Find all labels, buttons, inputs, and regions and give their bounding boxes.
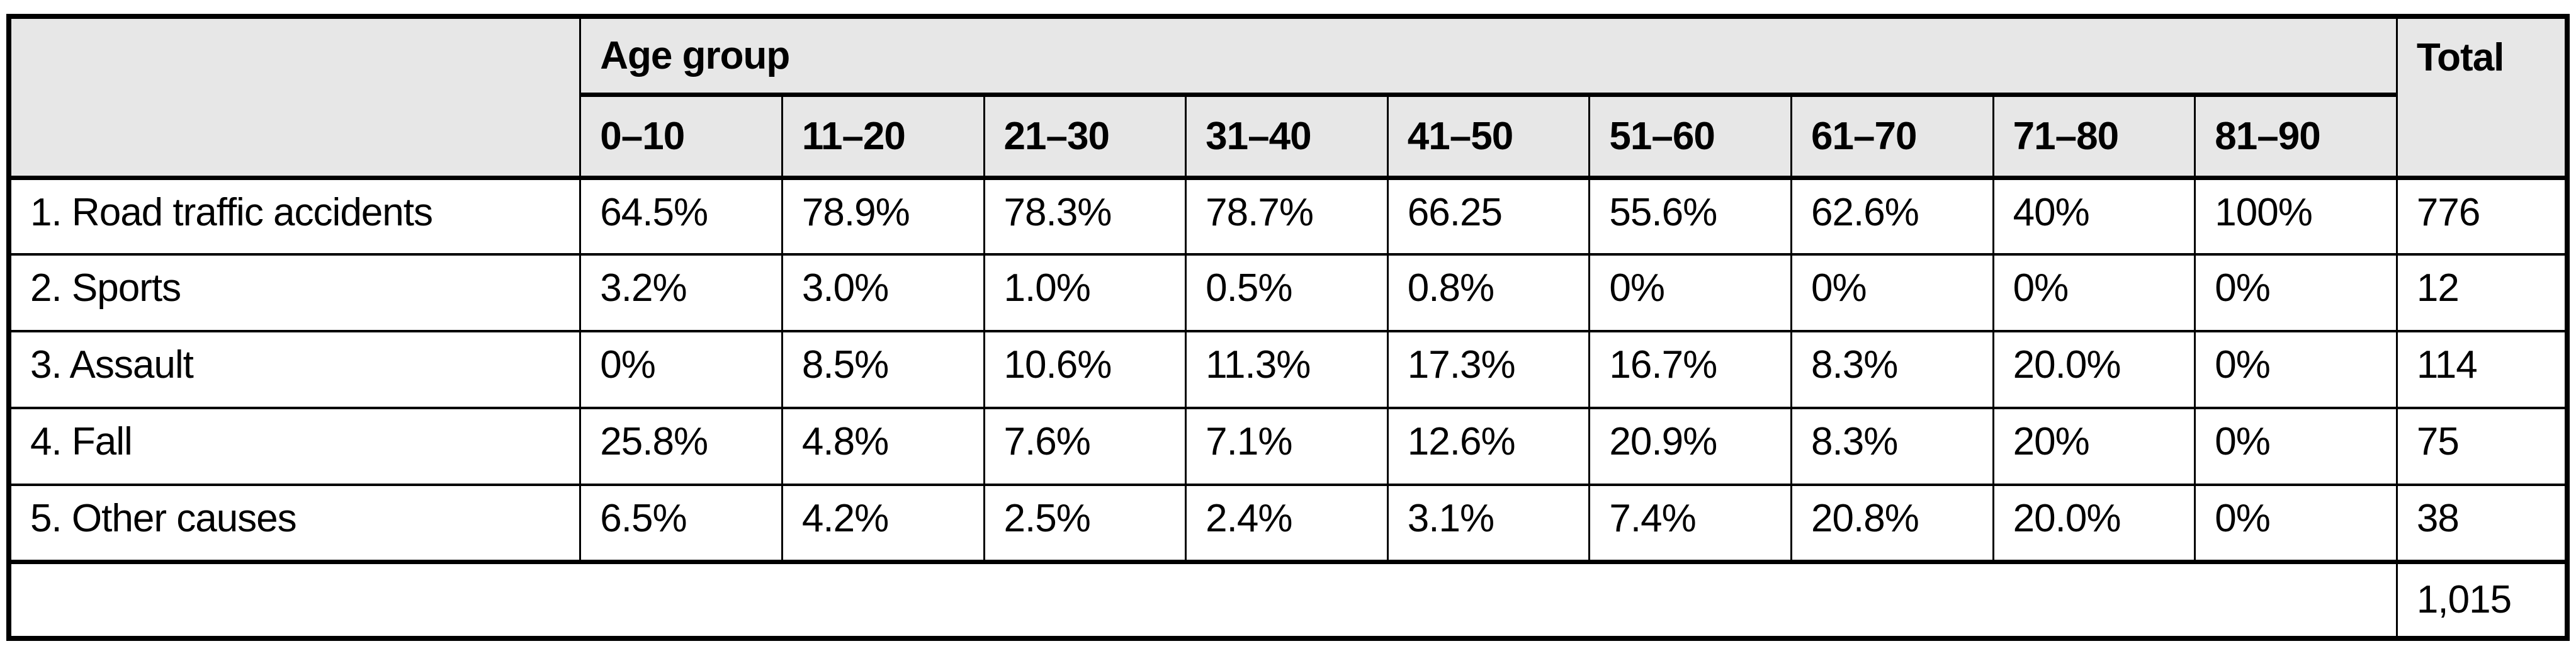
value-cell: 10.6% xyxy=(983,330,1187,409)
value-cell: 12.6% xyxy=(1386,407,1591,486)
value-cell: 20.8% xyxy=(1790,484,1994,563)
age-distribution-table: Age group Total 0–10 11–20 21–30 31–40 4… xyxy=(6,14,2570,641)
col-header-31-40: 31–40 xyxy=(1185,93,1389,180)
value-cell: 66.25 xyxy=(1386,176,1591,256)
table-row-assault: 3. Assault 0% 8.5% 10.6% 11.3% 17.3% 16.… xyxy=(8,330,2568,409)
value-cell: 20% xyxy=(1992,407,2196,486)
value-cell: 7.1% xyxy=(1185,407,1389,486)
grand-total-value: 1,015 xyxy=(2395,559,2568,641)
value-cell: 17.3% xyxy=(1386,330,1591,409)
row-total: 114 xyxy=(2395,330,2568,409)
value-cell: 4.2% xyxy=(781,484,985,563)
row-total: 38 xyxy=(2395,484,2568,563)
col-header-41-50: 41–50 xyxy=(1386,93,1591,180)
value-cell: 2.4% xyxy=(1185,484,1389,563)
col-header-81-90: 81–90 xyxy=(2194,93,2398,180)
value-cell: 7.4% xyxy=(1588,484,1793,563)
grand-total-spacer xyxy=(8,559,2398,641)
value-cell: 100% xyxy=(2194,176,2398,256)
row-total: 75 xyxy=(2395,407,2568,486)
value-cell: 40% xyxy=(1992,176,2196,256)
value-cell: 3.2% xyxy=(579,253,783,332)
value-cell: 11.3% xyxy=(1185,330,1389,409)
value-cell: 0% xyxy=(579,330,783,409)
value-cell: 78.9% xyxy=(781,176,985,256)
row-total: 12 xyxy=(2395,253,2568,332)
value-cell: 8.5% xyxy=(781,330,985,409)
row-label: 4. Fall xyxy=(8,407,582,486)
table-row-other-causes: 5. Other causes 6.5% 4.2% 2.5% 2.4% 3.1%… xyxy=(8,484,2568,563)
value-cell: 3.0% xyxy=(781,253,985,332)
col-header-21-30: 21–30 xyxy=(983,93,1187,180)
value-cell: 0.5% xyxy=(1185,253,1389,332)
value-cell: 6.5% xyxy=(579,484,783,563)
value-cell: 0.8% xyxy=(1386,253,1591,332)
value-cell: 25.8% xyxy=(579,407,783,486)
col-header-11-20: 11–20 xyxy=(781,93,985,180)
value-cell: 16.7% xyxy=(1588,330,1793,409)
table-row-sports: 2. Sports 3.2% 3.0% 1.0% 0.5% 0.8% 0% 0%… xyxy=(8,253,2568,332)
value-cell: 0% xyxy=(1992,253,2196,332)
row-label: 3. Assault xyxy=(8,330,582,409)
col-header-71-80: 71–80 xyxy=(1992,93,2196,180)
corner-cell xyxy=(8,15,582,180)
header-row-2: 0–10 11–20 21–30 31–40 41–50 51–60 61–70… xyxy=(9,93,2567,180)
row-label: 2. Sports xyxy=(8,253,582,332)
value-cell: 0% xyxy=(1790,253,1994,332)
row-label: 1. Road traffic accidents xyxy=(8,176,582,256)
total-header: Total xyxy=(2395,15,2568,180)
col-header-61-70: 61–70 xyxy=(1790,93,1994,180)
value-cell: 3.1% xyxy=(1386,484,1591,563)
table-row-fall: 4. Fall 25.8% 4.8% 7.6% 7.1% 12.6% 20.9%… xyxy=(8,407,2568,486)
value-cell: 0% xyxy=(2194,253,2398,332)
value-cell: 4.8% xyxy=(781,407,985,486)
table-row-road-traffic-accidents: 1. Road traffic accidents 64.5% 78.9% 78… xyxy=(8,176,2568,256)
age-group-header: Age group xyxy=(579,15,2398,97)
age-distribution-table-container: Age group Total 0–10 11–20 21–30 31–40 4… xyxy=(6,14,2570,641)
row-label: 5. Other causes xyxy=(8,484,582,563)
value-cell: 8.3% xyxy=(1790,330,1994,409)
row-total: 776 xyxy=(2395,176,2568,256)
value-cell: 78.7% xyxy=(1185,176,1389,256)
value-cell: 62.6% xyxy=(1790,176,1994,256)
value-cell: 0% xyxy=(2194,330,2398,409)
value-cell: 0% xyxy=(2194,407,2398,486)
value-cell: 8.3% xyxy=(1790,407,1994,486)
value-cell: 7.6% xyxy=(983,407,1187,486)
header-row-1: Age group Total xyxy=(8,15,2568,180)
col-header-0-10: 0–10 xyxy=(579,93,783,180)
value-cell: 2.5% xyxy=(983,484,1187,563)
grand-total-row: 1,015 xyxy=(8,559,2568,641)
value-cell: 1.0% xyxy=(983,253,1187,332)
value-cell: 55.6% xyxy=(1588,176,1793,256)
value-cell: 0% xyxy=(2194,484,2398,563)
value-cell: 0% xyxy=(1588,253,1793,332)
value-cell: 64.5% xyxy=(579,176,783,256)
value-cell: 20.0% xyxy=(1992,330,2196,409)
value-cell: 20.9% xyxy=(1588,407,1793,486)
value-cell: 20.0% xyxy=(1992,484,2196,563)
col-header-51-60: 51–60 xyxy=(1588,93,1793,180)
value-cell: 78.3% xyxy=(983,176,1187,256)
